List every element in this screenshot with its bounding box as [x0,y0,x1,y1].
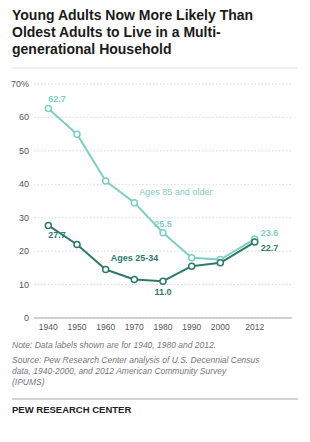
y-tick-label: 0 [24,313,29,323]
series-name: Ages 25-34 [111,253,159,263]
y-tick-label: 40 [19,179,29,189]
y-tick-label: 60 [19,112,29,122]
y-tick-label: 70% [11,79,29,89]
separator [12,68,298,69]
x-tick-label: 1990 [182,322,201,332]
data-label: 22.7 [261,243,279,253]
y-tick-label: 30 [19,213,29,223]
x-tick-label: 1960 [96,322,115,332]
x-tick-label: 1950 [68,322,87,332]
point [74,131,80,137]
x-tick-label: 1940 [39,322,58,332]
data-label: 11.0 [154,287,171,297]
data-label: 23.6 [261,228,279,238]
y-tick-label: 50 [19,146,29,156]
labels: 62.7 25.5 23.6 Ages 85 and older 27.7 11.0 22.… [48,94,278,297]
x-tick-label: 2000 [211,322,230,332]
grid-line [34,184,292,185]
grid-line [34,150,292,151]
point [217,260,223,266]
x-tick-label: 1980 [154,322,173,332]
point [45,105,51,111]
point [160,230,166,236]
point [45,222,51,228]
data-label: 25.5 [154,219,172,229]
grid-line [34,84,292,85]
data-label: 62.7 [48,94,66,104]
grid-line [34,251,292,252]
point [103,267,109,273]
y-tick-label: 10 [19,280,29,290]
grid-line [34,117,292,118]
y-axis: 0 10 20 30 40 50 60 70% [11,79,292,323]
x-tick-label: 2012 [245,322,264,332]
point [103,178,109,184]
plot-area [45,105,257,284]
point [74,241,80,247]
point [189,255,195,261]
chart: Young Adults Now More Likely ThanOldest … [0,0,310,442]
point [252,239,258,245]
series-line [48,108,254,259]
series-name: Ages 85 and older [139,187,212,197]
series-line [48,225,254,281]
point [160,278,166,284]
footer-divider [12,399,298,400]
note: Note: Data labels shown are for 1940, 19… [12,340,216,350]
source: Source: Pew Research Center analysis of … [12,355,260,387]
point [189,263,195,269]
point [131,277,137,283]
data-label: 27.7 [48,230,66,240]
point [131,200,137,206]
footer: PEW RESEARCH CENTER [12,404,131,415]
title: Young Adults Now More Likely ThanOldest … [12,7,253,57]
grid-line [34,318,292,319]
y-tick-label: 20 [19,246,29,256]
x-axis-line [34,318,292,319]
x-axis: 1940 1950 1960 1970 1980 1990 2000 2012 [34,318,292,332]
x-tick-label: 1970 [125,322,144,332]
